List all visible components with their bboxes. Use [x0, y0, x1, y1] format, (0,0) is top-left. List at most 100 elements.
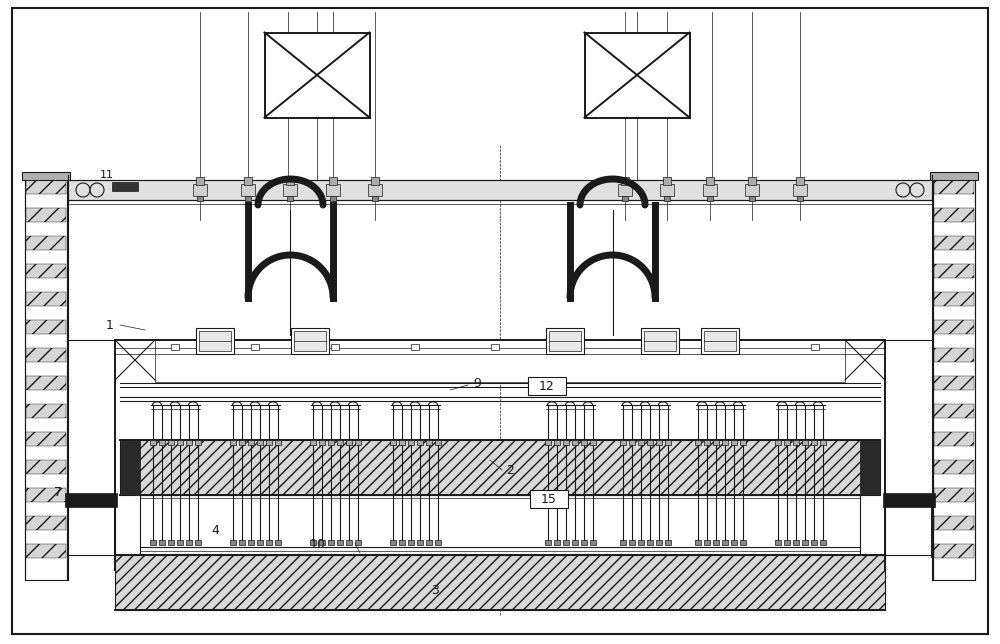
Bar: [934, 404, 974, 418]
Bar: [390, 440, 396, 445]
Bar: [368, 184, 382, 196]
Text: 10: 10: [310, 538, 326, 551]
Bar: [283, 184, 297, 196]
Bar: [934, 264, 974, 278]
Bar: [408, 540, 414, 545]
Bar: [426, 540, 432, 545]
Bar: [730, 540, 736, 545]
Bar: [620, 540, 626, 545]
Bar: [310, 440, 316, 445]
Bar: [621, 177, 629, 185]
Bar: [158, 540, 164, 545]
Bar: [287, 196, 293, 201]
Bar: [694, 540, 700, 545]
Bar: [158, 440, 164, 445]
Bar: [730, 440, 736, 445]
Bar: [774, 440, 780, 445]
Bar: [22, 172, 70, 180]
Bar: [646, 540, 652, 545]
Bar: [329, 177, 337, 185]
Bar: [68, 180, 932, 200]
Bar: [186, 440, 192, 445]
Bar: [354, 440, 360, 445]
Bar: [731, 344, 739, 350]
Bar: [651, 344, 659, 350]
Bar: [618, 184, 632, 196]
Bar: [802, 440, 808, 445]
Bar: [622, 196, 628, 201]
Text: 2: 2: [506, 464, 514, 477]
Bar: [629, 440, 635, 445]
Bar: [934, 460, 974, 474]
Bar: [26, 516, 66, 530]
Bar: [749, 196, 755, 201]
Bar: [186, 540, 192, 545]
Bar: [646, 440, 652, 445]
Bar: [663, 177, 671, 185]
Text: 15: 15: [541, 493, 557, 506]
Bar: [934, 292, 974, 306]
Bar: [26, 460, 66, 474]
Bar: [656, 540, 662, 545]
Bar: [372, 196, 378, 201]
Bar: [704, 540, 710, 545]
Bar: [150, 540, 156, 545]
Bar: [933, 175, 975, 580]
Bar: [571, 344, 579, 350]
Bar: [664, 540, 670, 545]
Bar: [554, 440, 560, 445]
Text: 7: 7: [54, 486, 62, 498]
Bar: [318, 540, 324, 545]
Bar: [722, 540, 728, 545]
Bar: [792, 540, 798, 545]
Bar: [176, 540, 182, 545]
Bar: [193, 184, 207, 196]
Bar: [112, 182, 138, 191]
Bar: [294, 331, 326, 351]
Bar: [244, 177, 252, 185]
Bar: [656, 440, 662, 445]
Bar: [274, 440, 280, 445]
Bar: [416, 540, 422, 545]
Bar: [934, 348, 974, 362]
Bar: [196, 328, 234, 354]
Text: 11: 11: [100, 170, 114, 180]
Bar: [590, 440, 596, 445]
Bar: [528, 377, 566, 395]
Bar: [346, 440, 352, 445]
Bar: [25, 175, 67, 580]
Bar: [354, 540, 360, 545]
Bar: [641, 328, 679, 354]
Bar: [706, 177, 714, 185]
Bar: [638, 540, 644, 545]
Bar: [934, 432, 974, 446]
Bar: [712, 440, 718, 445]
Bar: [239, 440, 244, 445]
Bar: [310, 540, 316, 545]
Bar: [934, 376, 974, 390]
Bar: [274, 540, 280, 545]
Text: 12: 12: [539, 379, 555, 392]
Bar: [802, 540, 808, 545]
Bar: [584, 32, 690, 117]
Bar: [934, 236, 974, 250]
Bar: [934, 320, 974, 334]
Bar: [664, 440, 670, 445]
Bar: [572, 440, 578, 445]
Bar: [318, 440, 324, 445]
Bar: [286, 177, 294, 185]
Bar: [620, 440, 626, 445]
Bar: [740, 440, 746, 445]
Bar: [934, 208, 974, 222]
Bar: [328, 540, 334, 545]
Bar: [26, 180, 66, 194]
Bar: [197, 196, 203, 201]
Bar: [793, 184, 807, 196]
Bar: [26, 208, 66, 222]
Bar: [408, 440, 414, 445]
Bar: [411, 344, 419, 350]
Bar: [336, 440, 342, 445]
Bar: [330, 196, 336, 201]
Bar: [150, 440, 156, 445]
Bar: [26, 488, 66, 502]
